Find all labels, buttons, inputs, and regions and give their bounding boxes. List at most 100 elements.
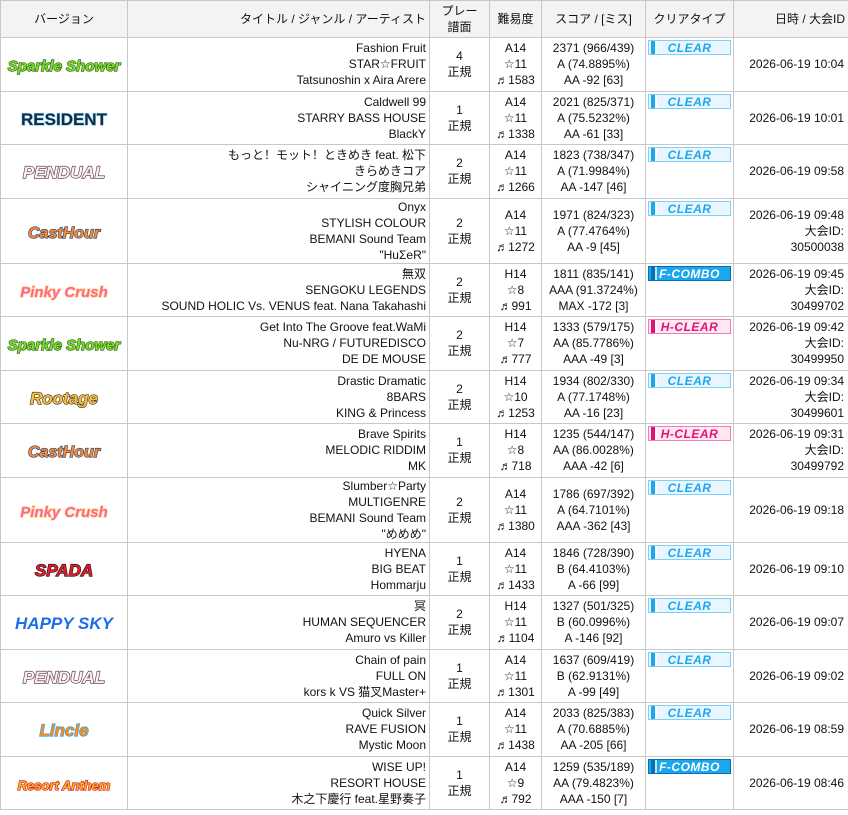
header-title[interactable]: タイトル / ジャンル / アーティスト (127, 0, 430, 38)
table-row[interactable]: Sparkle Shower Get Into The Groove feat.W… (0, 316, 848, 371)
score-cell: 1811 (835/141) AAA (91.3724%) MAX -172 [3] (541, 262, 646, 317)
header-play-line2: 譜面 (447, 20, 472, 34)
song-title[interactable]: もっと！モット！ときめき feat. 松下 (227, 148, 426, 163)
clear-type-label: CLEAR (667, 148, 712, 162)
song-title[interactable]: Chain of pain (355, 652, 426, 667)
header-clear[interactable]: クリアタイプ (645, 0, 734, 38)
header-date[interactable]: 日時 / 大会ID (733, 0, 848, 38)
table-row[interactable]: Rootage Drastic Dramatic 8BARS KING & Princ… (0, 369, 848, 424)
play-datetime: 2026-06-19 09:02 (749, 668, 844, 683)
score-cell: 2033 (825/383) A (70.6885%) AA -205 [66] (541, 702, 646, 757)
song-title[interactable]: Get Into The Groove feat.WaMi (259, 320, 426, 335)
song-title[interactable]: Drastic Dramatic (337, 373, 426, 388)
table-row[interactable]: PENDUAL もっと！モット！ときめき feat. 松下 きらめきコア シャイニング… (0, 144, 848, 199)
song-title[interactable]: Onyx (397, 199, 426, 214)
table-row[interactable]: CastHour Onyx STYLISH COLOUR BEMANI Sound T… (0, 197, 848, 264)
table-row[interactable]: Pinky Crush 無双 SENGOKU LEGENDS SOUND HOLIC … (0, 262, 848, 317)
contest-id[interactable]: 30499950 (790, 352, 844, 367)
version-cell: PENDUAL (0, 648, 128, 703)
version-logo-text: PENDUAL (23, 163, 105, 182)
play-cell: 2 正規 (429, 144, 490, 199)
table-row[interactable]: CastHour Brave Spirits MELODIC RIDDIM MK 1 正規… (0, 423, 848, 478)
header-difficulty[interactable]: 難易度 (489, 0, 542, 38)
header-score[interactable]: スコア / [ミス] (541, 0, 646, 38)
score-cell: 1637 (609/419) B (62.9131%) A -99 [49] (541, 648, 646, 703)
version-logo-text: Pinky Crush (20, 504, 108, 521)
song-title[interactable]: Brave Spirits (357, 427, 426, 442)
contest-id[interactable]: 30499792 (790, 459, 844, 474)
contest-id-label: 大会ID: (804, 223, 844, 238)
song-info-cell: 無双 SENGOKU LEGENDS SOUND HOLIC Vs. VENUS f… (127, 262, 430, 317)
score-cell: 1823 (738/347) A (71.9984%) AA -147 [46] (541, 144, 646, 199)
version-logo: Sparkle Shower (7, 58, 122, 76)
play-cell: 1 正規 (429, 541, 490, 596)
score-rank: A (77.4764%) (557, 223, 630, 238)
play-count: 1 (456, 102, 463, 117)
version-logo: PENDUAL (22, 667, 105, 687)
song-title[interactable]: Caldwell 99 (363, 94, 426, 109)
song-title[interactable]: Quick Silver (361, 706, 426, 721)
song-artist: Tatsunoshin x Aira Arere (296, 73, 426, 88)
clear-type-badge: CLEAR (648, 705, 731, 720)
score-diff-misses: A -99 [49] (567, 684, 620, 699)
table-row[interactable]: HAPPY SKY 冥 HUMAN SEQUENCER Amuro vs Killer… (0, 595, 848, 650)
table-row[interactable]: SPADA HYENA BIG BEAT Hommarju 1 正規 A14 ☆11 ♬1433… (0, 541, 848, 596)
clear-type-label: H-CLEAR (660, 320, 719, 334)
table-row[interactable]: Pinky Crush Slumber☆Party MULTIGENRE BEMANI… (0, 476, 848, 543)
play-count: 1 (456, 660, 463, 675)
score-value: 2021 (825/371) (552, 94, 635, 109)
date-cell: 2026-06-19 09:31 大会ID: 30499792 (733, 423, 848, 478)
contest-id[interactable]: 30500038 (790, 239, 844, 254)
score-rank: AAA (91.3724%) (549, 282, 638, 297)
song-title[interactable]: 無双 (401, 266, 426, 281)
difficulty-label: A14 (504, 94, 527, 109)
score-cell: 1934 (802/330) A (77.1748%) AA -16 [23] (541, 369, 646, 424)
table-row[interactable]: Resort Anthem WISE UP! RESORT HOUSE 木之下慶行 f… (0, 755, 848, 810)
contest-id[interactable]: 30499702 (790, 298, 844, 313)
song-genre: STAR☆FRUIT (348, 57, 426, 72)
song-artist: Mystic Moon (358, 738, 426, 753)
date-cell: 2026-06-19 09:34 大会ID: 30499601 (733, 369, 848, 424)
table-row[interactable]: RESIDENT Caldwell 99 STARRY BASS HOUSE Blac… (0, 90, 848, 145)
song-title[interactable]: Slumber☆Party (342, 478, 426, 493)
song-title[interactable]: WISE UP! (371, 759, 426, 774)
note-count: ♬1301 (496, 684, 535, 699)
date-cell: 2026-06-19 08:59 (733, 702, 848, 757)
version-cell: SPADA (0, 541, 128, 596)
contest-id-label: 大会ID: (804, 443, 844, 458)
score-value: 1333 (579/175) (552, 320, 635, 335)
song-title[interactable]: HYENA (384, 545, 426, 560)
table-row[interactable]: PENDUAL Chain of pain FULL ON kors k VS 猫叉M… (0, 648, 848, 703)
clear-badge-mark (651, 427, 657, 440)
song-genre: 8BARS (386, 389, 426, 404)
header-play[interactable]: プレー 譜面 (429, 0, 490, 38)
header-version[interactable]: バージョン (0, 0, 128, 38)
clear-type-label: CLEAR (667, 652, 712, 667)
score-cell: 1971 (824/323) A (77.4764%) AA -9 [45] (541, 197, 646, 264)
score-value: 1235 (544/147) (552, 427, 635, 442)
date-cell: 2026-06-19 10:01 (733, 90, 848, 145)
play-cell: 1 正規 (429, 90, 490, 145)
song-info-cell: WISE UP! RESORT HOUSE 木之下慶行 feat.星野奏子 (127, 755, 430, 810)
note-count: ♬1583 (496, 73, 535, 88)
clear-cell: F-COMBO (645, 755, 734, 810)
song-genre: Nu-NRG / FUTUREDISCO (283, 336, 426, 351)
difficulty-cell: A14 ☆11 ♬1301 (489, 648, 542, 703)
note-count: ♬1272 (496, 239, 535, 254)
table-row[interactable]: Sparkle Shower Fashion Fruit STAR☆FRUIT Tat… (0, 37, 848, 92)
clear-type-badge: CLEAR (648, 598, 731, 613)
contest-id[interactable]: 30499601 (790, 405, 844, 420)
chart-type: 正規 (447, 569, 472, 584)
version-logo-text: PENDUAL (23, 668, 105, 687)
difficulty-level: ☆9 (506, 775, 525, 790)
score-value: 1823 (738/347) (552, 148, 635, 163)
table-row[interactable]: Lincle Quick Silver RAVE FUSION Mystic Moon… (0, 702, 848, 757)
play-cell: 1 正規 (429, 648, 490, 703)
version-cell: Pinky Crush (0, 476, 128, 543)
song-title[interactable]: Fashion Fruit (355, 41, 426, 56)
difficulty-level: ☆11 (503, 722, 528, 737)
chart-type: 正規 (447, 290, 472, 305)
version-logo-text: SPADA (35, 561, 93, 580)
song-title[interactable]: 冥 (413, 599, 426, 614)
version-cell: Resort Anthem (0, 755, 128, 810)
